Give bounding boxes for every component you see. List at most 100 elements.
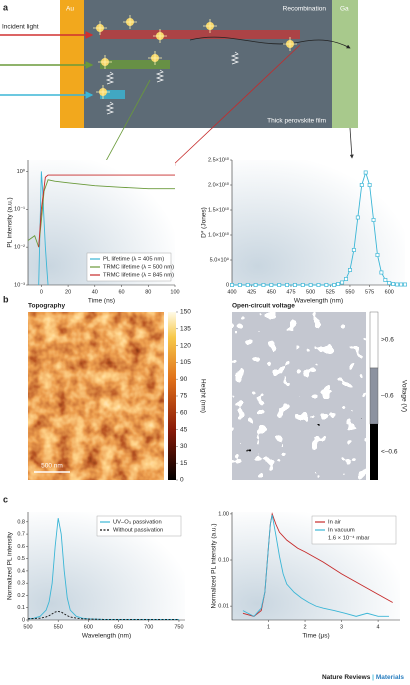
x-tick-label: 500 xyxy=(23,624,32,630)
x-tick-label: 600 xyxy=(385,289,394,295)
colorbar-tick-label: 60 xyxy=(180,410,188,417)
x-axis-label: Wavelength (nm) xyxy=(294,298,343,305)
y-tick-label: 0.1 xyxy=(17,605,25,611)
x-tick-label: 450 xyxy=(267,289,276,295)
marker xyxy=(316,283,321,287)
legend-label: In air xyxy=(328,520,341,526)
marker xyxy=(351,248,356,252)
legend-label: TRMC lifetime (λ = 845 nm) xyxy=(103,273,174,279)
marker xyxy=(379,270,384,275)
y-axis-label: Normalized PL intensity xyxy=(7,531,14,600)
panel-label: b xyxy=(3,294,9,304)
x-tick-label: 750 xyxy=(174,624,183,630)
electrode-label: Ga xyxy=(340,6,349,13)
beam xyxy=(100,90,125,99)
y-tick-label: 1.5×10¹⁰ xyxy=(208,206,230,213)
sparkle-rays xyxy=(203,19,217,33)
x-tick-label: 100 xyxy=(170,289,179,295)
x-tick-label: 425 xyxy=(247,289,256,295)
sparkle-rays xyxy=(123,15,137,29)
x-tick-label: 2 xyxy=(304,624,307,630)
series-line xyxy=(38,174,175,248)
legend-label: Without passivation xyxy=(113,528,163,534)
colorbar-tick-label: 90 xyxy=(180,376,188,383)
map-title: Open-circuit voltage xyxy=(232,303,295,310)
colorbar-tick-label: 0 xyxy=(180,477,184,484)
x-tick-label: 550 xyxy=(345,289,354,295)
connector xyxy=(99,79,151,173)
process-label: Recombination xyxy=(283,6,327,13)
x-tick-label: 60 xyxy=(118,289,124,295)
colorbar-tick-label: 15 xyxy=(180,460,188,467)
x-tick-label: 575 xyxy=(365,289,374,295)
marker xyxy=(399,282,404,287)
sparkle-rays xyxy=(93,21,107,35)
y-tick-label: 0.4 xyxy=(17,568,25,574)
input-label: Incident light xyxy=(2,24,39,31)
marker xyxy=(253,283,258,287)
marker xyxy=(285,283,289,287)
x-tick-label: 600 xyxy=(84,624,93,630)
colorbar-tick-label: 120 xyxy=(180,342,191,349)
x-tick-label: 525 xyxy=(326,289,335,295)
colorbar-tick-label: 150 xyxy=(180,309,191,316)
marker xyxy=(300,283,305,287)
beam xyxy=(100,60,170,69)
colorbar-level xyxy=(369,367,379,425)
series-line xyxy=(242,514,390,617)
au-electrode xyxy=(60,0,84,128)
scale-bar-label: 500 nm xyxy=(41,463,63,470)
colorbar xyxy=(168,312,176,480)
x-tick-label: 3 xyxy=(340,624,343,630)
x-tick-label: 40 xyxy=(92,289,98,295)
x-tick-label: 500 xyxy=(306,289,315,295)
colorbar-label: Height (nm) xyxy=(199,379,206,413)
sparkle-rays xyxy=(283,37,297,51)
marker xyxy=(292,283,297,287)
panel-label: a xyxy=(3,2,9,12)
y-tick-label: 0.10 xyxy=(218,557,229,563)
x-axis-label: Wavelength (nm) xyxy=(82,633,131,640)
marker xyxy=(340,280,345,285)
y-tick-label: 1.0×10¹⁰ xyxy=(208,231,230,238)
x-tick-label: 4 xyxy=(377,624,380,630)
axes xyxy=(231,512,400,621)
y-tick-label: 5.0×10⁹ xyxy=(210,256,229,263)
y-tick-label: 10⁻³ xyxy=(14,282,25,288)
colorbar-tick-label: >0.6 xyxy=(381,337,394,344)
colorbar-tick-label: 30 xyxy=(180,443,188,450)
marker xyxy=(230,283,234,287)
legend-label: PL lifetime (λ = 405 nm) xyxy=(103,257,164,263)
y-tick-label: 0 xyxy=(226,282,229,288)
y-tick-label: 0.8 xyxy=(17,519,25,525)
electrode-label: Au xyxy=(66,6,74,13)
connector xyxy=(349,127,354,159)
plot-background xyxy=(232,160,405,285)
marker xyxy=(245,283,250,287)
diagram: Au Ga Recombination Thick perovskite fil… xyxy=(0,0,358,128)
marker xyxy=(359,183,364,187)
x-tick-label: 700 xyxy=(144,624,153,630)
legend-label: In vacuum xyxy=(328,528,355,534)
series-line xyxy=(27,179,175,248)
marker xyxy=(332,283,337,287)
colorbar-level xyxy=(370,424,378,480)
panel-label: c xyxy=(3,494,8,504)
y-axis-label: PL intensity (a.u.) xyxy=(7,197,14,247)
legend-label: UV–O₃ passivation xyxy=(113,520,162,526)
beam xyxy=(100,30,300,39)
y-tick-label: 10⁻² xyxy=(14,245,25,251)
x-tick-label: 20 xyxy=(65,289,71,295)
y-tick-label: 0.01 xyxy=(218,604,229,610)
spring xyxy=(105,101,115,115)
y-axis-label: Normalized PL intensity (a.u.) xyxy=(211,523,218,608)
legend-note: 1.6 × 10⁻⁴ mbar xyxy=(328,535,370,542)
sparkle-rays xyxy=(98,55,112,69)
marker xyxy=(395,282,400,287)
y-tick-label: 0.7 xyxy=(17,532,25,538)
marker xyxy=(403,282,407,287)
marker xyxy=(371,218,376,222)
y-tick-label: 0.5 xyxy=(17,556,25,562)
legend-label: TRMC lifetime (λ = 500 nm) xyxy=(103,265,174,271)
